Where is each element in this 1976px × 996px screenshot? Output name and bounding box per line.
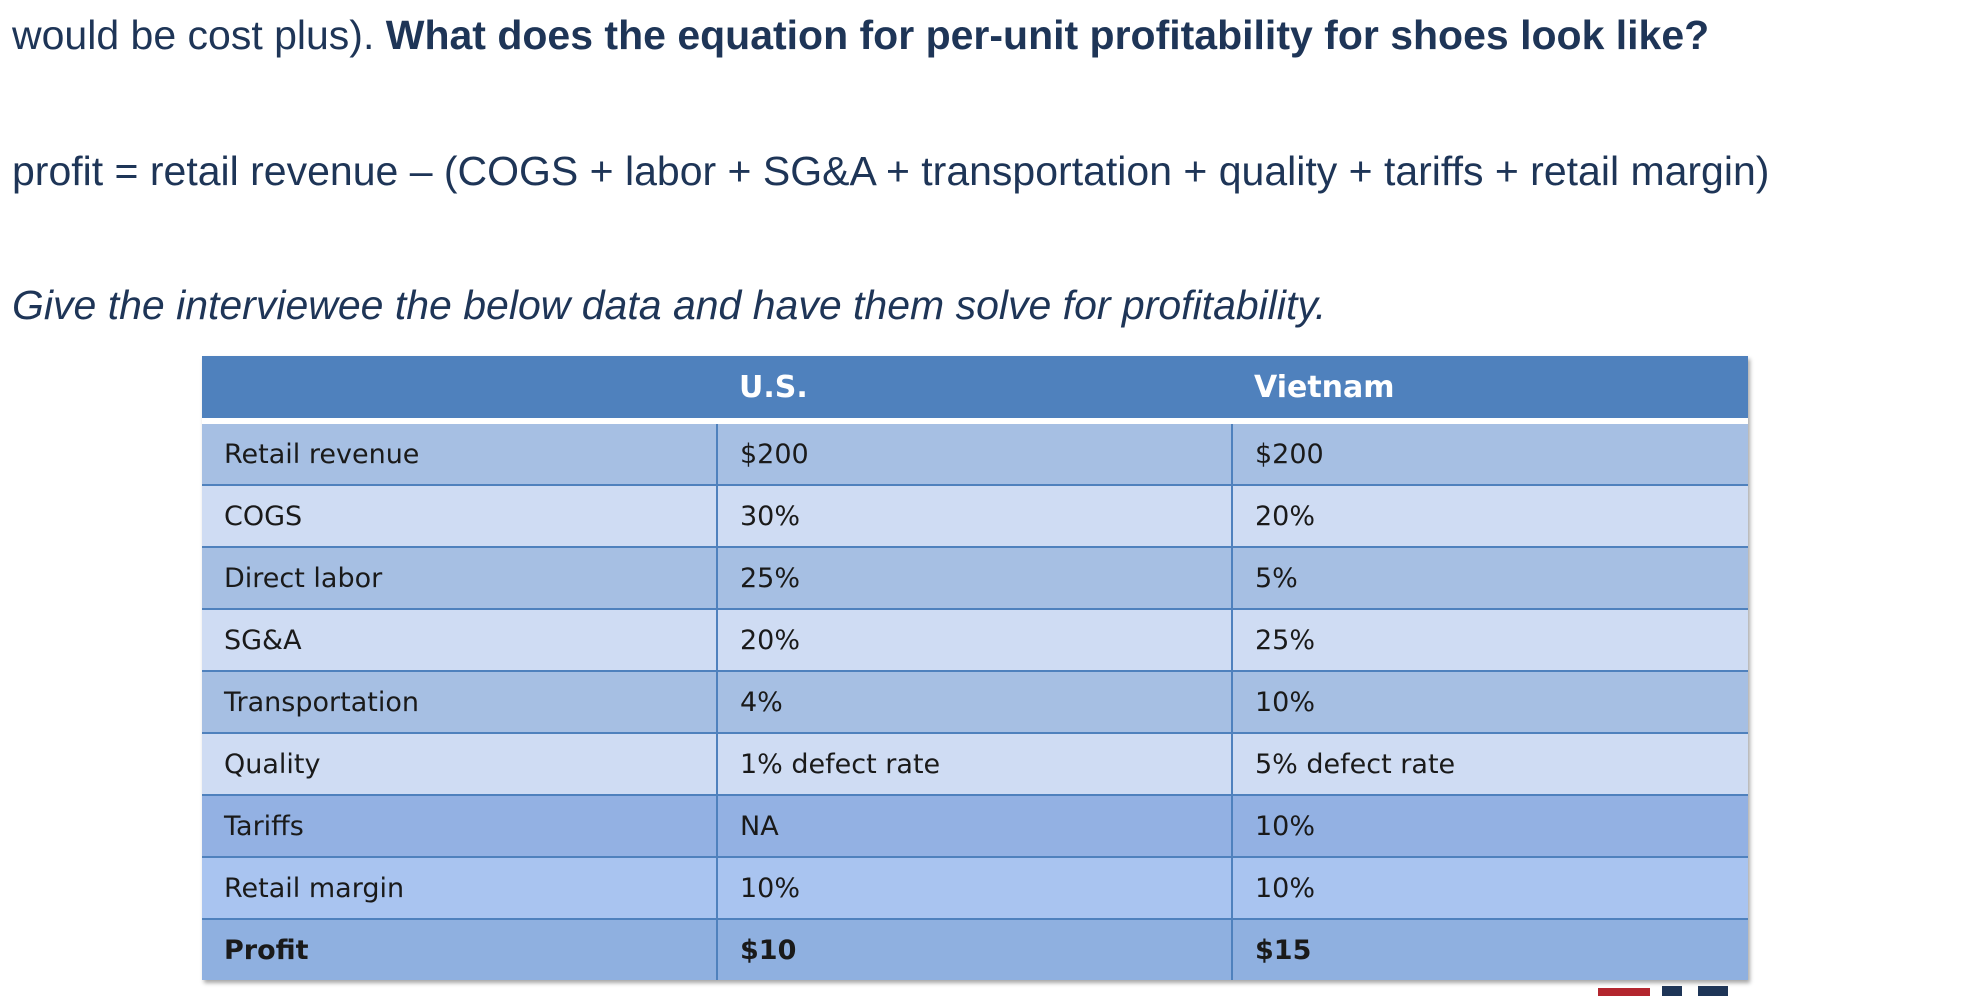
table-row: COGS 30% 20%	[202, 484, 1748, 547]
vietnam-value: 5% defect rate	[1232, 732, 1748, 795]
profitability-table: U.S. Vietnam Retail revenue $200 $200 CO…	[202, 356, 1748, 980]
vietnam-value: 10%	[1232, 794, 1748, 857]
us-value: $200	[717, 420, 1233, 485]
us-value: $10	[717, 918, 1233, 980]
table-row: Transportation 4% 10%	[202, 670, 1748, 733]
profit-equation: profit = retail revenue – (COGS + labor …	[12, 148, 1770, 194]
us-value: 1% defect rate	[717, 732, 1233, 795]
row-label: COGS	[202, 484, 718, 547]
row-label: Profit	[202, 918, 718, 980]
row-label: Retail revenue	[202, 420, 718, 485]
table-row: SG&A 20% 25%	[202, 608, 1748, 671]
table-row: Tariffs NA 10%	[202, 794, 1748, 857]
vietnam-value: 20%	[1232, 484, 1748, 547]
vietnam-value: $15	[1232, 918, 1748, 980]
row-label: Retail margin	[202, 856, 718, 919]
header-cell-label	[202, 356, 717, 424]
vietnam-value: 10%	[1232, 670, 1748, 733]
us-value: 4%	[717, 670, 1233, 733]
intro-question-line: would be cost plus). What does the equat…	[12, 12, 1709, 59]
us-value: 30%	[717, 484, 1233, 547]
instruction-text: Give the interviewee the below data and …	[12, 282, 1327, 328]
row-label: Tariffs	[202, 794, 718, 857]
row-label: SG&A	[202, 608, 718, 671]
us-value: 25%	[717, 546, 1233, 609]
row-label: Transportation	[202, 670, 718, 733]
row-label: Quality	[202, 732, 718, 795]
row-label: Direct labor	[202, 546, 718, 609]
vietnam-value: 10%	[1232, 856, 1748, 919]
header-cell-us: U.S.	[717, 356, 1232, 424]
vietnam-value: 25%	[1232, 608, 1748, 671]
table-row: Retail margin 10% 10%	[202, 856, 1748, 919]
logo-fragment-icon	[1598, 986, 1768, 996]
table-row: Direct labor 25% 5%	[202, 546, 1748, 609]
profit-row: Profit $10 $15	[202, 918, 1748, 980]
table-row: Quality 1% defect rate 5% defect rate	[202, 732, 1748, 795]
table-row: Retail revenue $200 $200	[202, 420, 1748, 485]
header-cell-vietnam: Vietnam	[1232, 356, 1748, 424]
question-text: What does the equation for per-unit prof…	[385, 12, 1710, 58]
table-header-row: U.S. Vietnam	[202, 356, 1748, 424]
intro-text: would be cost plus).	[12, 12, 386, 58]
vietnam-value: 5%	[1232, 546, 1748, 609]
us-value: 20%	[717, 608, 1233, 671]
us-value: NA	[717, 794, 1233, 857]
vietnam-value: $200	[1232, 420, 1748, 485]
us-value: 10%	[717, 856, 1233, 919]
